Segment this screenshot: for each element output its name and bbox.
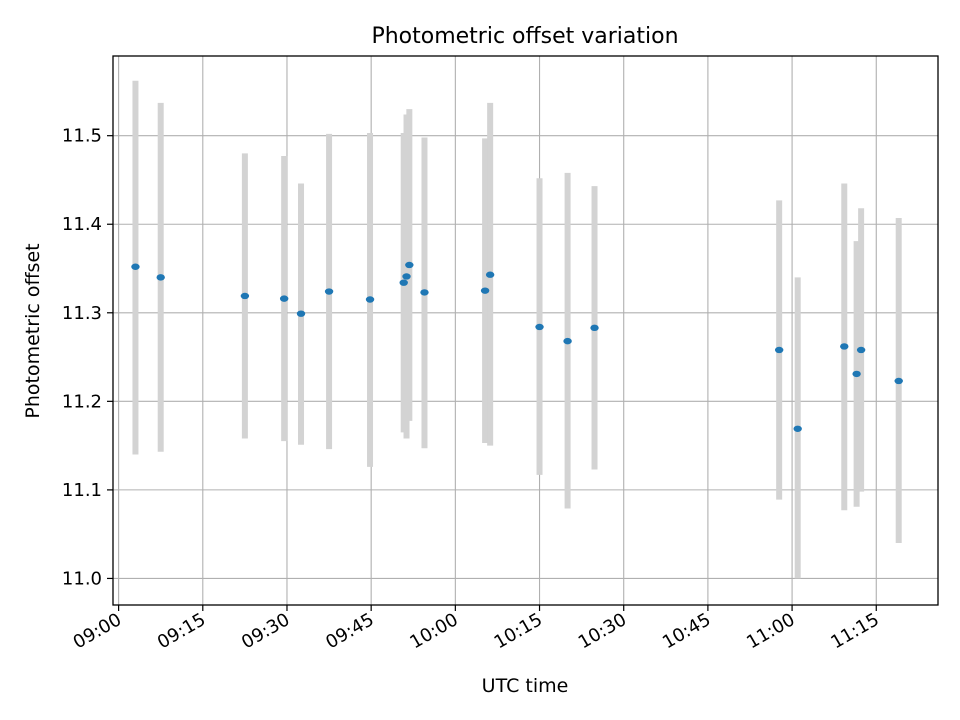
data-point <box>402 273 411 280</box>
data-point <box>894 377 903 385</box>
data-point <box>405 261 414 269</box>
y-tick-label: 11.0 <box>62 568 102 589</box>
data-point <box>774 346 784 354</box>
data-point <box>279 295 289 302</box>
data-point <box>485 271 495 278</box>
data-point <box>365 296 375 303</box>
data-point <box>296 310 306 317</box>
data-point <box>840 343 849 350</box>
data-point <box>852 370 861 378</box>
y-tick-label: 11.2 <box>62 391 102 412</box>
data-point <box>420 289 429 296</box>
data-point <box>399 279 408 286</box>
data-point <box>156 274 165 281</box>
y-tick-label: 11.4 <box>62 214 102 235</box>
data-points <box>131 261 903 432</box>
data-point <box>480 287 490 294</box>
plot-area-frame <box>112 55 939 606</box>
y-tick-label: 11.5 <box>62 126 102 147</box>
chart-title: Photometric offset variation <box>371 24 678 49</box>
data-point <box>793 425 802 432</box>
data-point <box>535 323 544 331</box>
data-point <box>563 337 572 345</box>
data-point <box>590 324 599 332</box>
data-point <box>856 346 866 354</box>
y-tick-label: 11.3 <box>62 303 102 324</box>
y-tick-label: 11.1 <box>62 480 102 501</box>
data-point <box>324 288 334 295</box>
data-point <box>240 292 250 300</box>
y-axis-label: Photometric offset <box>22 243 44 418</box>
x-axis-label: UTC time <box>482 675 569 697</box>
data-point <box>131 263 140 270</box>
